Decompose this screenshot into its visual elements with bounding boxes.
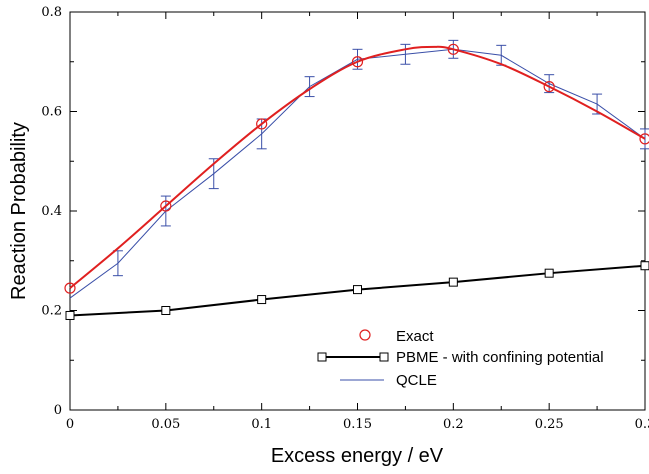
legend-marker-pbme-left: [317, 352, 327, 362]
series-layer: [64, 39, 649, 320]
legend: Exact PBME - with confining potential QC…: [317, 328, 604, 389]
series-qcle: [69, 39, 649, 299]
y-tick-label: 0: [54, 403, 62, 418]
legend-label-exact: Exact: [396, 328, 434, 345]
qcle-errorbar: [400, 43, 411, 65]
exact-marker: [639, 133, 649, 145]
legend-marker-exact: [359, 329, 371, 341]
legend-label-qcle: QCLE: [396, 372, 437, 389]
y-tick-label: 0.6: [41, 105, 62, 120]
qcle-errorbar: [352, 48, 363, 70]
y-tick-labels: 0 0.2 0.4 0.6 0.8: [41, 5, 62, 418]
x-tick-label: 0.25: [535, 417, 564, 432]
legend-item-exact: Exact: [359, 328, 434, 345]
legend-item-pbme: PBME - with confining potential: [317, 349, 604, 366]
pbme-marker: [257, 295, 267, 305]
x-tick-label: 0.3: [635, 417, 649, 432]
exact-marker: [160, 200, 172, 212]
x-tick-label: 0.2: [443, 417, 464, 432]
pbme-marker: [353, 285, 362, 295]
pbme-marker: [65, 310, 75, 320]
y-tick-label: 0.4: [41, 204, 62, 219]
pbme-marker: [448, 277, 458, 287]
exact-marker: [64, 282, 76, 294]
pbme-marker: [640, 261, 649, 271]
x-tick-labels: 0 0.05 0.1 0.15 0.2 0.25 0.3: [66, 417, 649, 432]
qcle-errorbar: [112, 250, 123, 277]
pbme-marker: [544, 268, 554, 278]
y-tick-label: 0.2: [41, 304, 62, 319]
x-axis-title: Excess energy / eV: [271, 445, 444, 467]
series-pbme: [65, 261, 649, 320]
legend-item-qcle: QCLE: [340, 372, 437, 389]
exact-marker: [256, 118, 268, 130]
exact-curve: [69, 45, 646, 289]
x-tick-label: 0: [66, 417, 74, 432]
legend-marker-pbme-right: [379, 352, 389, 362]
exact-marker: [447, 43, 459, 55]
series-exact: [64, 43, 649, 294]
x-tick-label: 0.15: [343, 417, 372, 432]
exact-marker: [543, 81, 555, 93]
qcle-errorbar: [304, 76, 315, 98]
legend-label-pbme: PBME - with confining potential: [396, 349, 604, 366]
y-tick-label: 0.8: [41, 5, 62, 20]
exact-marker: [351, 56, 364, 68]
y-axis-title: Reaction Probability: [8, 122, 30, 300]
qcle-line: [69, 48, 646, 299]
qcle-errorbar: [544, 74, 555, 94]
pbme-marker: [161, 306, 171, 315]
axis-ticks: [69, 11, 646, 411]
x-tick-label: 0.05: [151, 417, 180, 432]
x-tick-label: 0.1: [251, 417, 272, 432]
